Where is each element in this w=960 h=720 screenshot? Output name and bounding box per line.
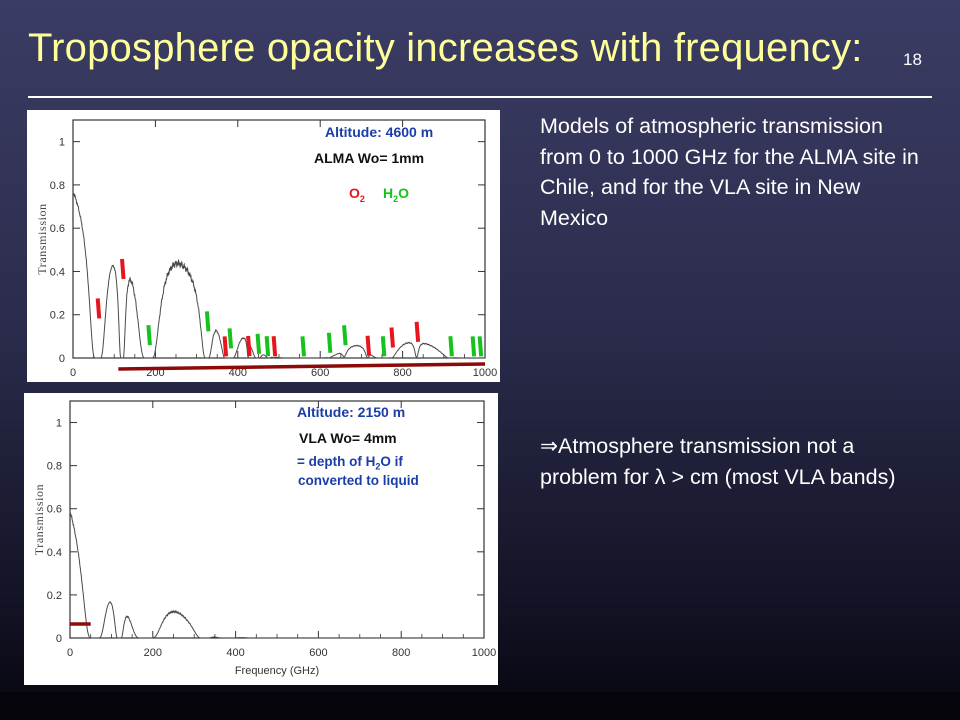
vla-chart-svg: 0 200 400 600 800 1000 0 0.2 0.4 0.6 0.8 1 Transmiss… (32, 400, 496, 677)
y-tick-label: 0.4 (50, 266, 65, 278)
x-tick-label: 600 (309, 647, 327, 659)
slide-title: Troposphere opacity increases with frequ… (28, 26, 863, 70)
title-divider (28, 96, 932, 98)
x-tick-label: 400 (229, 367, 247, 379)
conclusion-part2: > cm (most VLA bands) (665, 464, 896, 489)
o2-letter: O (349, 185, 360, 201)
y-axis-label: Transmission (32, 484, 46, 555)
conclusion-text: ⇒Atmosphere transmission not a problem f… (540, 431, 930, 492)
y-tick-label: 1 (59, 137, 65, 149)
vla-water-label: VLA Wo= 4mm (299, 430, 397, 446)
transmission-curve (69, 510, 484, 639)
o2-line-marker (95, 298, 102, 319)
h2o-subscript: 2 (393, 193, 399, 204)
plot-frame (69, 400, 485, 639)
y-tick-label: 0 (59, 353, 65, 365)
y-tick-label: 0.4 (47, 547, 62, 559)
h2o-line-marker (380, 336, 387, 357)
h2o-line-marker (264, 336, 271, 357)
h2o-line-marker (342, 325, 348, 346)
y-tick-label: 0.8 (47, 461, 62, 473)
h2o-line-marker (470, 336, 477, 357)
x-tick-label: 0 (67, 647, 73, 659)
h2o-o-letter: O (398, 185, 410, 201)
alma-o2-legend: O2 (349, 185, 365, 204)
x-tick-label: 1000 (473, 367, 497, 379)
o2-line-marker (414, 321, 421, 342)
h2o-line-marker (227, 328, 234, 349)
y-tick-label: 0 (56, 633, 62, 645)
h2o-line-marker (300, 336, 306, 357)
o2-line-marker (222, 336, 229, 357)
alma-altitude-label: Altitude: 4600 m (325, 124, 434, 140)
h2o-line-marker (204, 311, 211, 332)
o2-subscript: 2 (359, 193, 365, 204)
vla-depth-note-line2: converted to liquid (298, 473, 419, 488)
vla-depth-note-line1: = depth of H2O if (297, 454, 403, 472)
transmission-curve (72, 191, 485, 359)
implies-arrow: ⇒ (540, 434, 559, 458)
o2-line-marker (120, 258, 126, 280)
x-axis-label: Frequency (GHz) (235, 665, 319, 677)
h2o-line-marker (326, 332, 333, 353)
vla-transmission-chart: 0 200 400 600 800 1000 0 0.2 0.4 0.6 0.8 1 Transmiss… (24, 393, 498, 685)
conclusion-part1: Atmosphere transmission not a problem fo… (540, 434, 855, 489)
band-bar (118, 362, 486, 371)
alma-chart-svg: 0 200 400 600 800 100000.20.40.60.81Transmiss… (35, 119, 497, 379)
y-tick-label: 1 (56, 418, 62, 430)
h2o-line-marker (146, 325, 152, 346)
o2-line-marker (246, 335, 252, 357)
x-tick-label: 1000 (472, 647, 496, 659)
y-axis-label: Transmission (35, 203, 49, 274)
lambda-symbol: λ (654, 464, 666, 489)
h2o-line-marker (255, 333, 262, 354)
slide-number: 18 (903, 50, 922, 69)
y-tick-label: 0.6 (50, 223, 65, 235)
x-tick-label: 400 (226, 647, 244, 659)
models-description: Models of atmospheric transmission from … (540, 114, 919, 230)
y-tick-label: 0.2 (50, 310, 65, 322)
x-tick-label: 200 (144, 647, 162, 659)
x-tick-label: 0 (70, 367, 76, 379)
vla-altitude-label: Altitude: 2150 m (297, 404, 406, 420)
h2o-h-letter: H (383, 185, 394, 201)
x-tick-label: 600 (311, 367, 329, 379)
h2o-line-marker (477, 336, 484, 357)
y-tick-label: 0.6 (47, 504, 62, 516)
alma-transmission-chart: 0 200 400 600 800 1000 0 0.2 0.4 0.6 0.8 1 Transmiss… (27, 110, 500, 382)
alma-h2o-legend: H2O (383, 185, 409, 204)
y-tick-label: 0.2 (47, 590, 62, 602)
o2-line-marker (365, 335, 372, 356)
depth-text-post: O if (380, 454, 403, 469)
x-tick-label: 800 (393, 367, 411, 379)
depth-h2o-subscript: 2 (375, 461, 381, 472)
y-tick-label: 0.8 (50, 180, 65, 192)
o2-line-marker (271, 336, 278, 357)
footer-band (0, 692, 960, 720)
depth-text-pre: = depth of H (297, 454, 376, 469)
o2-line-marker (389, 327, 395, 348)
alma-water-label: ALMA Wo= 1mm (314, 150, 425, 166)
h2o-line-marker (448, 336, 454, 357)
x-tick-label: 800 (392, 647, 410, 659)
